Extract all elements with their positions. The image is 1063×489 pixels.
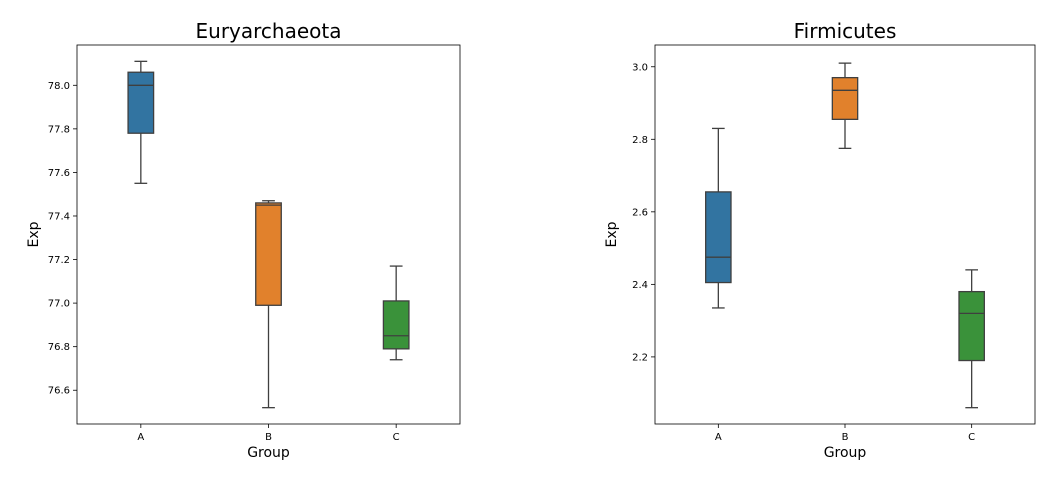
- y-tick-label: 3.0: [632, 62, 648, 73]
- y-tick-label: 2.8: [632, 135, 648, 146]
- y-tick-label: 77.6: [48, 168, 70, 179]
- box-b: [255, 202, 282, 306]
- y-tick-label: 2.2: [632, 352, 648, 363]
- x-tick-label: A: [715, 432, 722, 443]
- y-tick-label: 76.6: [48, 386, 70, 397]
- y-axis-label: Exp: [26, 221, 42, 247]
- box-b: [831, 76, 859, 120]
- x-tick-label: A: [137, 432, 144, 443]
- y-tick-label: 77.4: [48, 211, 70, 222]
- chart-title: Firmicutes: [794, 19, 897, 43]
- x-axis-label: Group: [247, 445, 290, 461]
- box-a: [127, 71, 155, 134]
- box-c: [958, 290, 985, 362]
- box-a: [705, 191, 732, 284]
- box-c: [382, 300, 410, 350]
- y-tick-label: 77.2: [48, 255, 70, 266]
- y-tick-label: 77.8: [48, 124, 70, 135]
- x-axis-label: Group: [824, 445, 867, 461]
- x-tick-label: C: [393, 432, 400, 443]
- y-axis-label: Exp: [604, 221, 620, 247]
- y-tick-label: 2.4: [632, 280, 648, 291]
- x-tick-label: B: [842, 432, 849, 443]
- x-tick-label: B: [265, 432, 272, 443]
- y-tick-label: 78.0: [48, 81, 70, 92]
- y-tick-label: 76.8: [48, 342, 70, 353]
- chart-title: Euryarchaeota: [196, 19, 342, 43]
- y-tick-label: 2.6: [632, 207, 648, 218]
- x-tick-label: C: [968, 432, 975, 443]
- y-tick-label: 77.0: [48, 299, 70, 310]
